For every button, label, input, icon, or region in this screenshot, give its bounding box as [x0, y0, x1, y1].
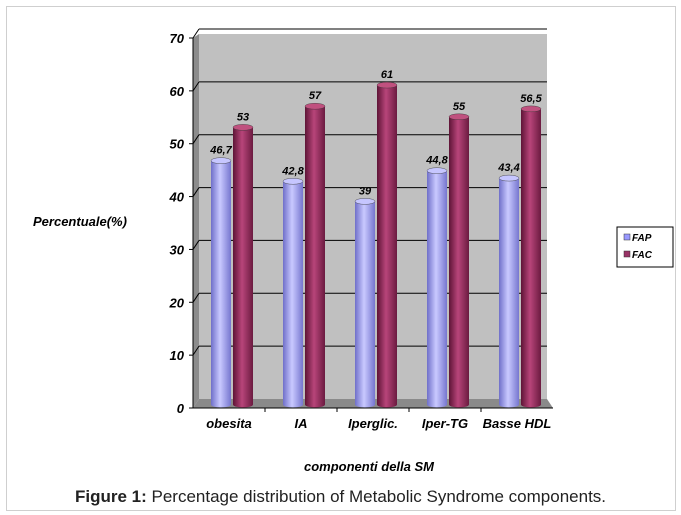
bar-body: [305, 106, 325, 405]
bar-fap-basse-hdl: 43,4: [497, 162, 520, 408]
legend-box: [616, 226, 674, 268]
bar-body: [283, 181, 303, 405]
bar-base: [305, 401, 325, 408]
bar-body: [427, 170, 447, 405]
y-tick-label: 50: [170, 137, 185, 152]
bar-body: [211, 160, 231, 405]
bar-body: [355, 201, 375, 405]
bar-top: [210, 157, 232, 164]
bar-top: [232, 124, 254, 131]
data-label: 55: [453, 101, 466, 113]
data-label: 57: [309, 90, 322, 102]
grid-lines: [192, 28, 547, 356]
bars: 46,7 53 42,8 57 39 61 44,8 55 43,4 56,5: [209, 69, 543, 408]
grid-line: [192, 187, 200, 197]
y-tick-label: 70: [170, 31, 185, 46]
bar-fac-iperglic-: 61: [376, 69, 398, 408]
bar-base: [499, 401, 519, 408]
x-axis-label: componenti della SM: [304, 459, 435, 474]
x-tick-label: Iperglic.: [348, 416, 398, 431]
grid-line: [192, 345, 200, 356]
bar-fac-basse-hdl: 56,5: [520, 93, 543, 408]
bar-fap-iper-tg: 44,8: [425, 155, 449, 408]
legend-swatch-fac: [623, 250, 631, 258]
data-label: 46,7: [209, 145, 232, 157]
bar-base: [377, 401, 397, 408]
bar-fap-iperglic-: 39: [354, 185, 376, 408]
x-tick-label: IA: [295, 416, 308, 431]
bar-top: [304, 103, 326, 110]
x-tick-label: Basse HDL: [483, 416, 552, 431]
y-tick-label: 60: [170, 84, 185, 99]
figure-caption: Figure 1: Percentage distribution of Met…: [0, 487, 681, 507]
y-tick-label: 20: [169, 295, 185, 310]
bar-top: [354, 198, 376, 205]
bar-base: [211, 401, 231, 408]
bar-base: [233, 401, 253, 408]
x-tick-labels: obesita IA Iperglic. Iper-TG Basse HDL: [206, 408, 551, 431]
bar-top: [426, 167, 448, 174]
data-label: 53: [237, 111, 249, 123]
legend: FAP FAC: [616, 226, 674, 268]
y-tick-label: 40: [169, 190, 185, 205]
bar-fac-iper-tg: 55: [448, 101, 470, 408]
bar-top: [282, 178, 304, 185]
y-axis-label: Percentuale(%): [33, 214, 127, 229]
y-tick-label: 0: [177, 401, 185, 416]
legend-label-fac: FAC: [632, 250, 653, 261]
plot-side-wall: [193, 34, 199, 408]
bar-top: [448, 113, 470, 120]
bar-base: [283, 401, 303, 408]
caption-prefix: Figure 1:: [74, 487, 147, 506]
bar-chart: 0 10 20 30 40 50 60 70 46,7 53 42,8 57 39 61 44,8 55 43…: [33, 28, 674, 474]
bar-base: [449, 401, 469, 408]
y-tick-label: 10: [170, 348, 185, 363]
data-label: 43,4: [497, 162, 519, 174]
grid-line: [192, 240, 200, 250]
bar-top: [376, 81, 398, 89]
bar-fap-obesita: 46,7: [209, 145, 233, 408]
bar-body: [499, 178, 519, 405]
bar-fac-obesita: 53: [232, 111, 254, 408]
bar-body: [521, 108, 541, 405]
x-tick-label: Iper-TG: [422, 416, 468, 431]
bar-body: [233, 127, 253, 405]
bar-top: [498, 174, 520, 182]
bar-base: [427, 401, 447, 408]
data-label: 39: [359, 185, 372, 197]
grid-line: [192, 293, 200, 303]
bar-base: [355, 401, 375, 408]
y-tick-label: 30: [170, 242, 185, 257]
grid-line: [192, 81, 200, 92]
x-tick-label: obesita: [206, 416, 252, 431]
bar-fap-ia: 42,8: [281, 165, 305, 408]
legend-swatch-fap: [623, 233, 631, 241]
bar-body: [449, 116, 469, 405]
bar-body: [377, 85, 397, 405]
data-label: 44,8: [425, 155, 448, 167]
grid-line: [192, 28, 200, 39]
y-tick-labels: 0 10 20 30 40 50 60 70: [169, 31, 193, 416]
bar-base: [521, 401, 541, 408]
bar-top: [520, 105, 542, 113]
legend-label-fap: FAP: [632, 233, 652, 244]
bar-fac-ia: 57: [304, 90, 326, 408]
caption-text: Percentage distribution of Metabolic Syn…: [146, 487, 607, 506]
data-label: 61: [381, 69, 393, 81]
data-label: 42,8: [281, 165, 304, 177]
grid-line: [192, 134, 200, 144]
data-label: 56,5: [520, 93, 542, 105]
